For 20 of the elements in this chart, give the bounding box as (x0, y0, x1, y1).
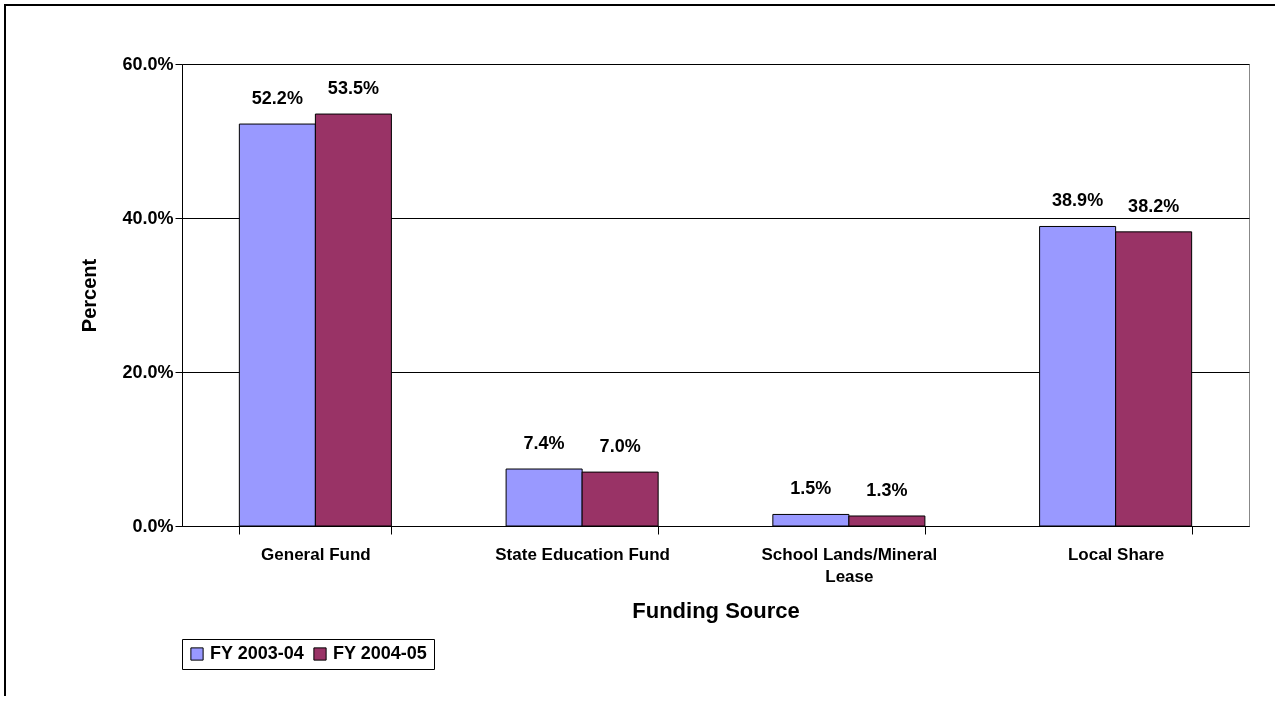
y-axis-title: Percent (78, 258, 101, 333)
data-label: 7.0% (599, 436, 641, 457)
data-label: 1.3% (866, 479, 908, 500)
data-label: 53.5% (327, 78, 379, 99)
x-tick-label: School Lands/Mineral Lease (761, 544, 938, 586)
data-label: 7.4% (523, 433, 565, 454)
legend-label: FY 2004-05 (333, 643, 427, 663)
x-tick-label: State Education Fund (495, 544, 670, 564)
x-tick-label: Local Share (1067, 544, 1165, 564)
data-label: 52.2% (251, 88, 303, 109)
legend-label: FY 2003-04 (210, 643, 304, 663)
x-tick-label: General Fund (261, 544, 371, 564)
y-tick-label: 20.0% (122, 361, 174, 382)
y-tick-label: 0.0% (132, 515, 174, 536)
x-axis-title: Funding Source (632, 597, 800, 623)
y-tick-label: 40.0% (122, 207, 174, 228)
data-label: 1.5% (790, 478, 832, 499)
data-label: 38.9% (1052, 190, 1104, 211)
y-tick-label: 60.0% (122, 53, 174, 74)
data-label: 38.2% (1128, 195, 1180, 216)
